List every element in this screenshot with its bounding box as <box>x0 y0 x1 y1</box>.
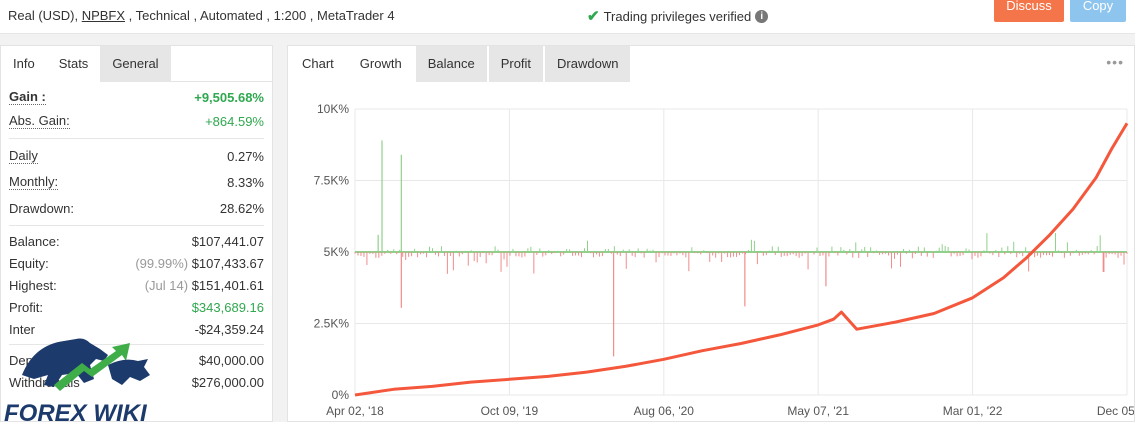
monthly-label[interactable]: Monthly: <box>9 173 59 190</box>
verified-text: Trading privileges verified <box>603 8 752 24</box>
x-tick-label: Apr 02, '18 <box>326 404 384 418</box>
daily-row: Daily 0.27% <box>9 143 264 169</box>
check-icon: ✔ <box>587 8 600 25</box>
x-tick-label: Mar 01, '22 <box>943 404 1003 418</box>
gain-label[interactable]: Gain : <box>9 88 46 105</box>
highest-value-wrap: (Jul 14) $151,401.61 <box>145 278 264 293</box>
tab-drawdown[interactable]: Drawdown <box>545 46 631 82</box>
y-tick-label: 0% <box>332 388 350 402</box>
drawdown-label: Drawdown: <box>9 200 75 216</box>
highest-row: Highest: (Jul 14) $151,401.61 <box>9 274 264 296</box>
gain-value: +9,505.68% <box>194 89 264 105</box>
equity-label: Equity: <box>9 255 49 271</box>
gain-row: Gain : +9,505.68% <box>9 86 264 108</box>
abs-gain-row: Abs. Gain: +864.59% <box>9 108 264 134</box>
divider <box>9 225 264 226</box>
highest-label: Highest: <box>9 277 57 293</box>
profit-label: Profit: <box>9 299 43 315</box>
balance-row: Balance: $107,441.07 <box>9 230 264 252</box>
y-tick-label: 10K% <box>317 102 349 116</box>
stats-list: Gain : +9,505.68% Abs. Gain: +864.59% Da… <box>1 86 272 393</box>
stats-tabs: Info Stats General <box>1 46 272 82</box>
tab-info[interactable]: Info <box>1 46 47 82</box>
logo-text: FOREX WIKI <box>4 400 148 422</box>
interest-value: -$24,359.24 <box>194 321 264 337</box>
equity-row: Equity: (99.99%) $107,433.67 <box>9 252 264 274</box>
forexwiki-logo: FOREX WIKI <box>4 338 150 422</box>
monthly-value: 8.33% <box>227 174 264 190</box>
equity-value-wrap: (99.99%) $107,433.67 <box>135 256 264 271</box>
interest-row: Inter -$24,359.24 <box>9 318 264 340</box>
divider <box>9 138 264 139</box>
abs-gain-value: +864.59% <box>205 113 264 129</box>
account-header: Real (USD), NPBFX , Technical , Automate… <box>0 0 1135 34</box>
profit-row: Profit: $343,689.16 <box>9 296 264 318</box>
y-tick-label: 5K% <box>324 245 350 259</box>
tab-stats[interactable]: Stats <box>46 46 101 82</box>
more-dots-icon[interactable]: ••• <box>1106 54 1124 70</box>
verified-status: ✔ Trading privileges verified i <box>587 7 769 25</box>
account-type-text: Real (USD), <box>8 8 82 23</box>
withdrawals-value: $276,000.00 <box>191 374 264 390</box>
daily-label[interactable]: Daily <box>9 147 38 164</box>
equity-percent: (99.99%) <box>135 255 189 271</box>
x-tick-label: May 07, '21 <box>787 404 849 418</box>
tab-growth[interactable]: Growth <box>347 46 414 82</box>
highest-date: (Jul 14) <box>144 277 189 293</box>
highest-value: $151,401.61 <box>191 277 264 293</box>
profit-value: $343,689.16 <box>191 299 264 315</box>
copy-button[interactable]: Copy <box>1070 0 1126 22</box>
tab-general[interactable]: General <box>100 46 171 82</box>
tab-profit[interactable]: Profit <box>488 46 544 82</box>
deposits-value: $40,000.00 <box>198 352 264 368</box>
balance-label: Balance: <box>9 233 60 249</box>
account-info: Real (USD), NPBFX , Technical , Automate… <box>8 8 395 23</box>
tab-balance[interactable]: Balance <box>415 46 487 82</box>
drawdown-row: Drawdown: 28.62% <box>9 195 264 221</box>
discuss-button[interactable]: Discuss <box>994 0 1064 22</box>
drawdown-value: 28.62% <box>219 200 264 216</box>
broker-link[interactable]: NPBFX <box>81 8 126 23</box>
tab-chart[interactable]: Chart <box>288 46 348 82</box>
monthly-row: Monthly: 8.33% <box>9 169 264 195</box>
divider <box>9 344 264 345</box>
interest-label: Inter <box>9 321 36 337</box>
growth-line <box>354 122 1129 397</box>
chart-tabs: Chart Growth Balance Profit Drawdown <box>288 46 1134 82</box>
y-tick-label: 7.5K% <box>314 174 350 188</box>
x-tick-label: Dec 05, '22 <box>1097 404 1134 418</box>
info-icon[interactable]: i <box>755 9 769 23</box>
account-details-text: , Technical , Automated , 1:200 , MetaTr… <box>125 8 395 23</box>
x-tick-label: Oct 09, '19 <box>481 404 539 418</box>
x-tick-label: Aug 06, '20 <box>634 404 695 418</box>
y-tick-label: 2.5K% <box>314 317 350 331</box>
equity-value: $107,433.67 <box>191 255 264 271</box>
growth-chart: 0% 2.5K% 5K% 7.5K% 10K% Apr 02, '18 Oct 09, '1… <box>314 102 1134 418</box>
chart-panel: Chart Growth Balance Profit Drawdown •••… <box>287 45 1135 422</box>
abs-gain-label[interactable]: Abs. Gain: <box>9 112 70 129</box>
balance-value: $107,441.07 <box>191 233 264 249</box>
daily-value: 0.27% <box>227 148 264 164</box>
